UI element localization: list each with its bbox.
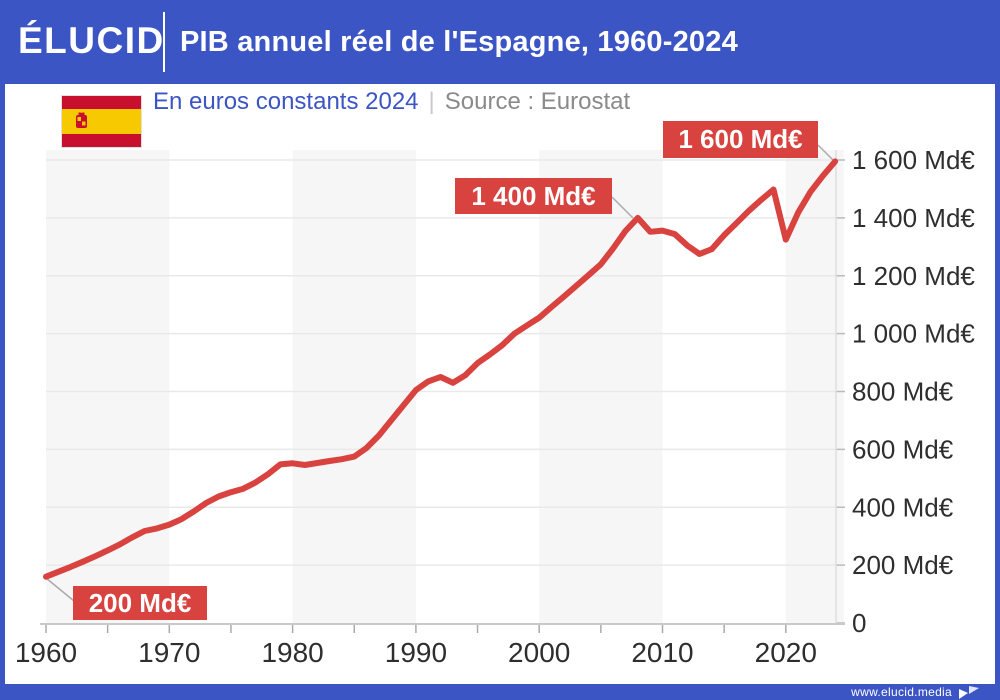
- x-tick-label: 2010: [631, 637, 693, 668]
- x-tick-label: 1980: [261, 637, 323, 668]
- y-tick-label: 1 200 Md€: [852, 261, 975, 291]
- elucid-logo: ÉLUCID: [18, 20, 165, 61]
- x-tick-label: 2000: [508, 637, 570, 668]
- chart-subtitle: En euros constants 2024 | Source : Eurosta…: [153, 88, 630, 116]
- y-tick-label: 400 Md€: [852, 492, 954, 522]
- y-tick-label: 200 Md€: [852, 550, 954, 580]
- annotation-callout: [45, 577, 75, 602]
- annotation-callout: [611, 196, 634, 219]
- subtitle-separator: |: [428, 88, 435, 115]
- x-tick-label: 1990: [385, 637, 447, 668]
- y-tick-label: 1 000 Md€: [852, 319, 975, 349]
- subtitle-unit-text: En euros constants 2024: [153, 88, 419, 115]
- spain-flag-icon: [62, 96, 141, 147]
- decade-band: [46, 150, 170, 624]
- gdp-series-line: [43, 158, 839, 580]
- annotation-label: 1 600 Md€: [663, 121, 818, 158]
- decade-band: [785, 150, 844, 624]
- x-tick-label: 1960: [15, 637, 77, 668]
- header-bar: ÉLUCID PIB annuel réel de l'Espagne, 196…: [0, 0, 1000, 84]
- flag-coat-of-arms: [76, 111, 87, 128]
- decade-band: [292, 150, 416, 624]
- footer-url: www.elucid.media: [851, 685, 952, 699]
- annotation-callout: [817, 144, 834, 161]
- y-tick-label: 800 Md€: [852, 377, 954, 407]
- y-tick-label: 1 600 Md€: [852, 145, 975, 175]
- x-tick-label: 2020: [755, 637, 817, 668]
- annotation-label: 200 Md€: [73, 586, 207, 620]
- header-divider: [163, 12, 165, 72]
- elucid-flag-icon: [959, 685, 979, 699]
- y-tick-label: 0: [852, 608, 866, 638]
- page-title: PIB annuel réel de l'Espagne, 1960-2024: [180, 25, 738, 58]
- y-tick-label: 600 Md€: [852, 434, 954, 464]
- annotation-label: 1 400 Md€: [455, 178, 612, 214]
- right-frame-border: [995, 84, 1000, 684]
- footer-bar: www.elucid.media: [0, 684, 1000, 700]
- flag-red-stripe-top: [62, 96, 141, 109]
- flag-red-stripe-bottom: [62, 134, 141, 147]
- subtitle-source-text: Source : Eurostat: [444, 88, 631, 115]
- decade-band: [539, 150, 663, 624]
- flag-yellow-stripe: [62, 108, 141, 135]
- left-frame-border: [0, 84, 5, 684]
- y-tick-label: 1 400 Md€: [852, 203, 975, 233]
- x-tick-label: 1970: [138, 637, 200, 668]
